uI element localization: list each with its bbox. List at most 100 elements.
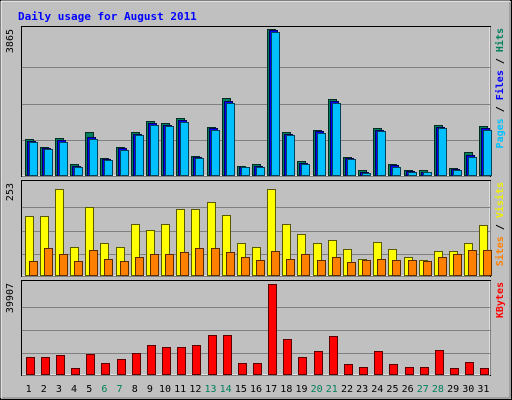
series-label-part: Pages <box>495 118 506 148</box>
bar-pages-day-24 <box>377 131 386 176</box>
bar-kbytes-day-1 <box>26 357 35 375</box>
day-label-7: 7 <box>117 384 123 395</box>
day-label-17: 17 <box>265 384 277 395</box>
bar-kbytes-day-15 <box>238 363 247 375</box>
bar-pages-day-14 <box>226 103 235 176</box>
bar-kbytes-day-27 <box>420 367 429 375</box>
bar-kbytes-day-20 <box>314 351 323 375</box>
day-label-15: 15 <box>235 384 247 395</box>
bar-sites-day-22 <box>347 262 356 276</box>
bar-kbytes-day-2 <box>41 357 50 375</box>
bar-pages-day-20 <box>317 133 326 176</box>
bar-kbytes-day-7 <box>117 359 126 375</box>
bar-pages-day-28 <box>438 128 447 176</box>
day-label-3: 3 <box>56 384 62 395</box>
bar-kbytes-day-4 <box>71 368 80 375</box>
day-label-13: 13 <box>204 384 216 395</box>
bar-pages-day-8 <box>135 135 144 176</box>
day-label-23: 23 <box>356 384 368 395</box>
bar-sites-day-19 <box>301 254 310 276</box>
day-label-6: 6 <box>101 384 107 395</box>
bar-pages-day-26 <box>408 172 417 176</box>
day-label-10: 10 <box>159 384 171 395</box>
bar-sites-day-17 <box>271 251 280 276</box>
bar-kbytes-day-21 <box>329 336 338 375</box>
series-label-hits-files-pages: Pages / Files / Hits <box>494 28 506 148</box>
day-label-2: 2 <box>41 384 47 395</box>
axis-max-label-visits-sites: 253 <box>5 183 16 201</box>
bar-pages-day-25 <box>392 167 401 176</box>
bar-kbytes-day-6 <box>101 363 110 375</box>
bar-pages-day-2 <box>44 149 53 176</box>
bar-kbytes-day-17 <box>268 284 277 375</box>
bar-pages-day-19 <box>301 164 310 176</box>
day-label-24: 24 <box>371 384 383 395</box>
bar-kbytes-day-13 <box>208 335 217 375</box>
bar-kbytes-day-23 <box>359 367 368 375</box>
day-label-18: 18 <box>280 384 292 395</box>
bar-sites-day-20 <box>317 260 326 276</box>
bar-pages-day-16 <box>256 167 265 176</box>
bar-sites-day-15 <box>241 257 250 276</box>
bar-pages-day-12 <box>195 158 204 176</box>
bar-sites-day-28 <box>438 257 447 276</box>
series-label-part: Visits <box>494 182 506 218</box>
bar-pages-day-17 <box>271 32 280 176</box>
day-label-11: 11 <box>174 384 186 395</box>
bar-sites-day-8 <box>135 257 144 276</box>
bar-kbytes-day-14 <box>223 335 232 375</box>
bar-kbytes-day-3 <box>56 355 65 375</box>
series-label-kbytes: KBytes <box>495 282 506 318</box>
day-label-29: 29 <box>447 384 459 395</box>
bar-pages-day-31 <box>483 130 492 176</box>
bar-sites-day-9 <box>150 254 159 276</box>
day-label-22: 22 <box>341 384 353 395</box>
bar-kbytes-day-31 <box>480 368 489 375</box>
bar-kbytes-day-12 <box>192 345 201 375</box>
bar-sites-day-25 <box>392 260 401 276</box>
bar-kbytes-day-28 <box>435 350 444 375</box>
bar-kbytes-day-5 <box>86 354 95 375</box>
day-label-27: 27 <box>417 384 429 395</box>
day-label-19: 19 <box>295 384 307 395</box>
bar-sites-day-10 <box>165 254 174 276</box>
series-label-part: / <box>495 52 506 70</box>
bar-pages-day-11 <box>180 122 189 176</box>
day-label-4: 4 <box>71 384 77 395</box>
bar-pages-day-5 <box>89 139 98 176</box>
bar-kbytes-day-18 <box>283 339 292 375</box>
bar-pages-day-18 <box>286 135 295 176</box>
bar-sites-day-4 <box>74 261 83 276</box>
day-label-26: 26 <box>402 384 414 395</box>
day-label-9: 9 <box>147 384 153 395</box>
bar-kbytes-day-10 <box>162 347 171 375</box>
bar-pages-day-3 <box>59 142 68 176</box>
day-label-8: 8 <box>132 384 138 395</box>
bar-sites-day-23 <box>362 260 371 276</box>
bar-sites-day-11 <box>180 252 189 276</box>
bar-sites-day-26 <box>408 260 417 276</box>
day-label-16: 16 <box>250 384 262 395</box>
day-label-28: 28 <box>432 384 444 395</box>
bar-pages-day-1 <box>29 142 38 176</box>
bar-sites-day-13 <box>211 248 220 276</box>
bar-kbytes-day-16 <box>253 363 262 375</box>
series-label-visits-sites: Sites / Visits <box>494 182 506 266</box>
bar-sites-day-21 <box>332 257 341 276</box>
series-label-part: Hits <box>494 28 506 52</box>
bar-sites-day-1 <box>29 261 38 276</box>
day-label-21: 21 <box>326 384 338 395</box>
bar-sites-day-27 <box>423 261 432 276</box>
bar-kbytes-day-19 <box>298 357 307 375</box>
chart-title: Daily usage for August 2011 <box>18 10 197 23</box>
bar-kbytes-day-8 <box>132 353 141 375</box>
bar-sites-day-18 <box>286 259 295 276</box>
bar-sites-day-30 <box>468 250 477 276</box>
axis-max-label-hits-files-pages: 3865 <box>5 29 16 53</box>
day-label-31: 31 <box>477 384 489 395</box>
bar-kbytes-day-29 <box>450 368 459 375</box>
bar-kbytes-day-24 <box>374 351 383 375</box>
bar-sites-day-5 <box>89 250 98 276</box>
